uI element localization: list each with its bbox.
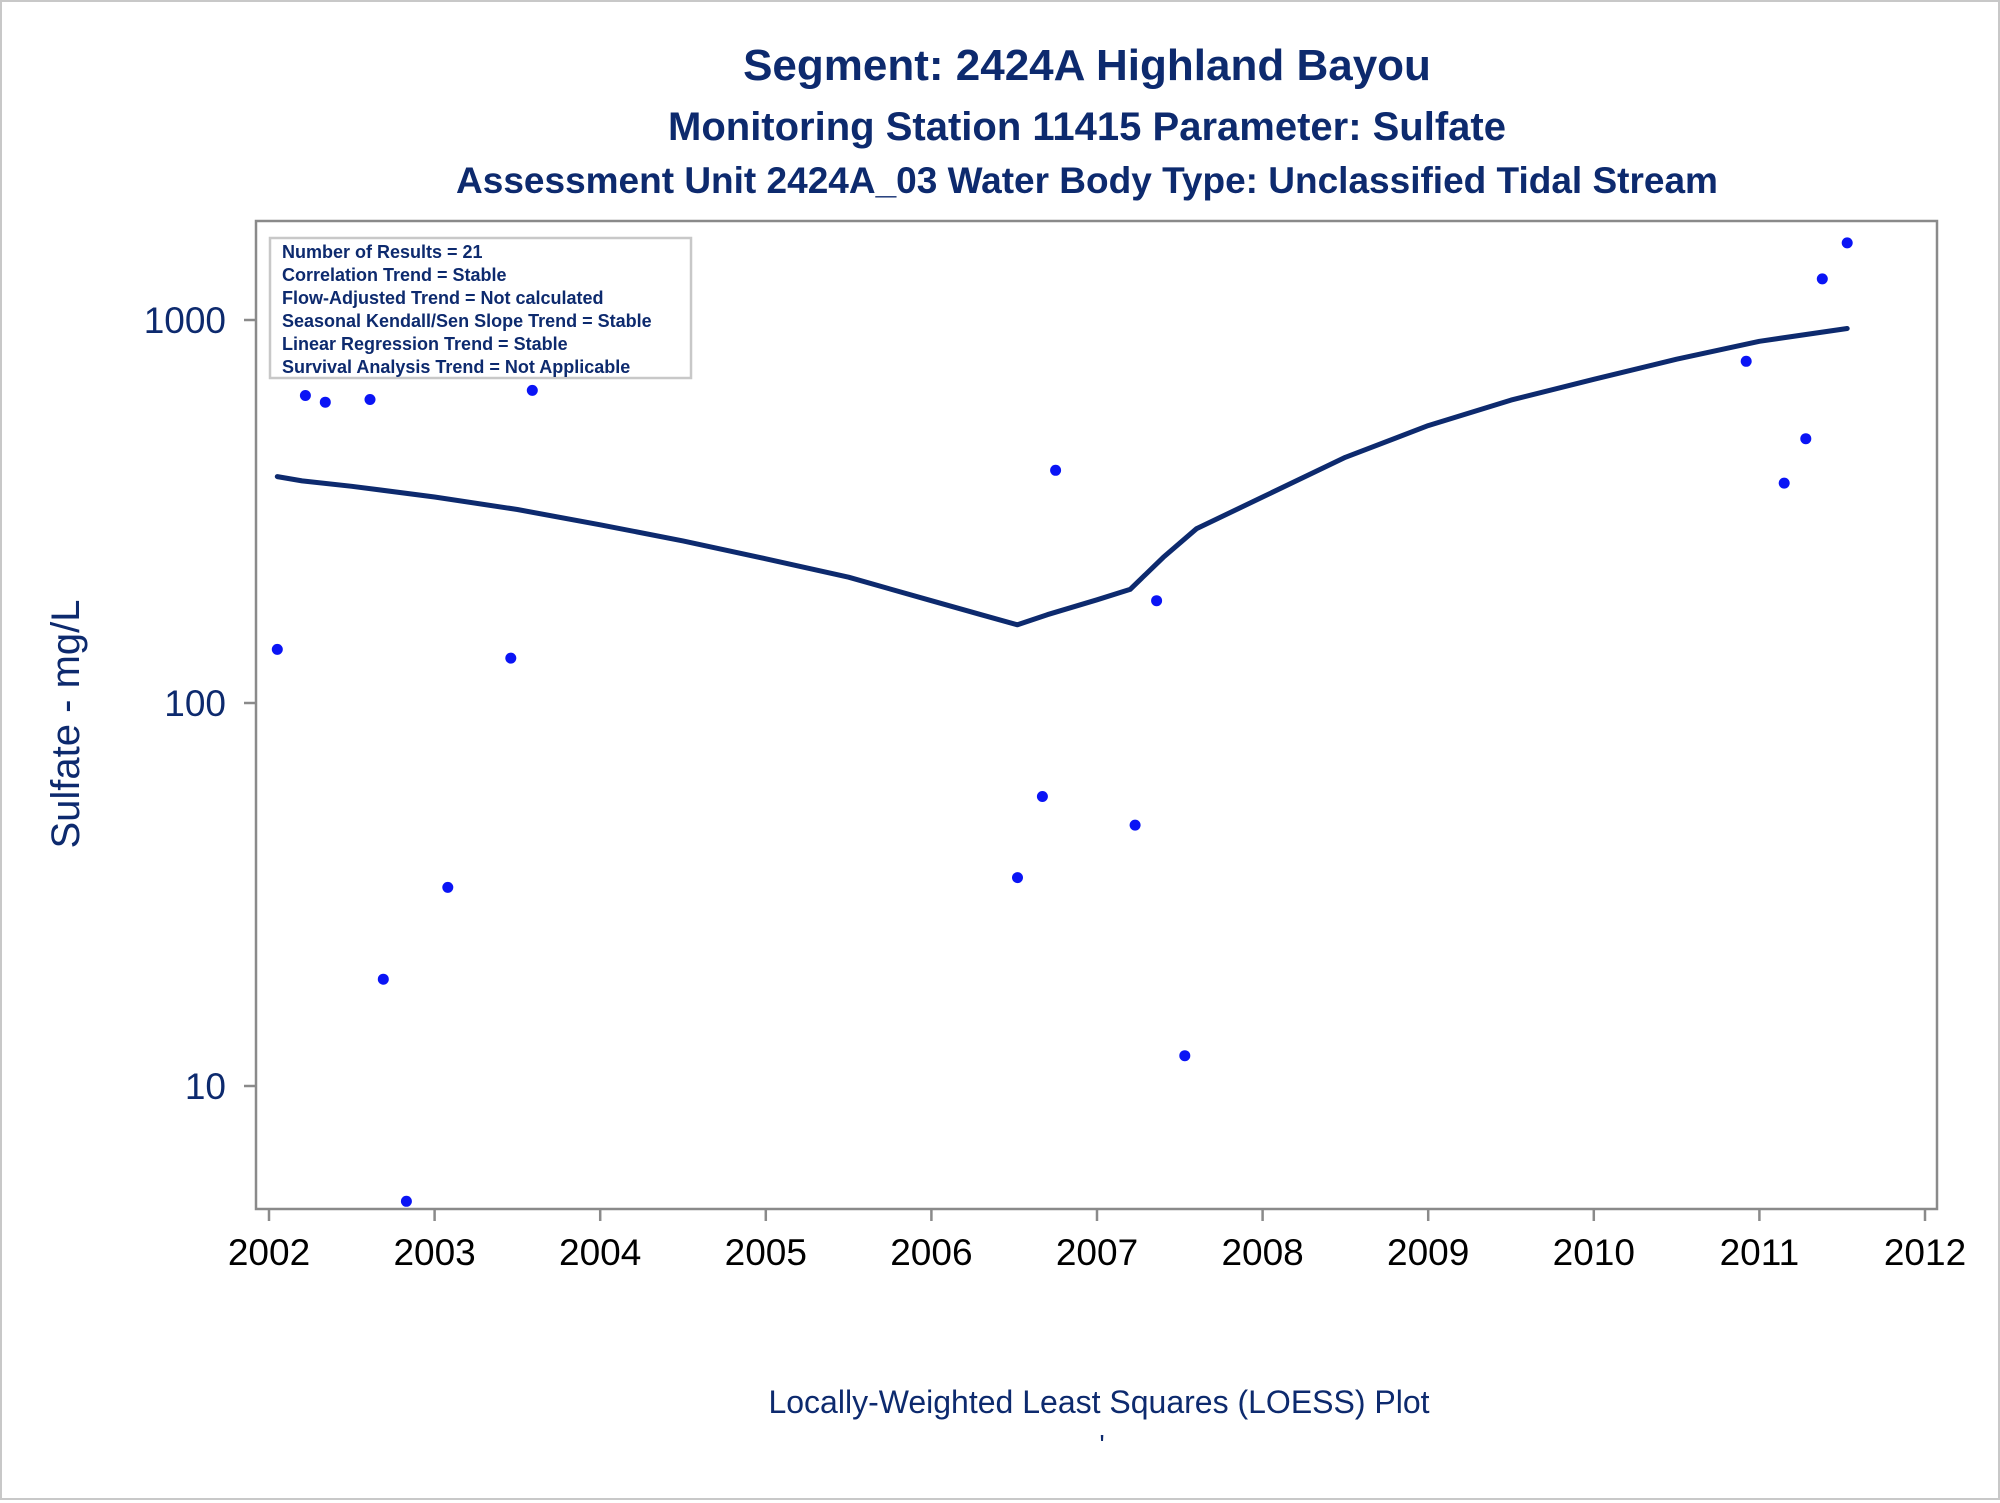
loess-line [274,326,1850,628]
data-point [1740,355,1752,367]
data-point [1841,237,1853,249]
y-tick-label: 100 [164,683,226,724]
x-tick-label: 2008 [1221,1232,1303,1273]
x-tick-label: 2003 [393,1232,475,1273]
data-point [377,973,389,985]
x-tick-label: 2011 [1720,1232,1800,1273]
data-point [1800,433,1812,445]
x-tick-label: 2009 [1387,1232,1469,1273]
stats-line-survival-analysis: Survival Analysis Trend = Not Applicable [282,357,630,377]
data-point [505,652,517,664]
x-tick-label: 2010 [1553,1232,1635,1273]
x-tick-label: 2007 [1056,1232,1138,1273]
chart-subtitle-1: Monitoring Station 11415 Parameter: Sulf… [668,105,1506,149]
stats-line-results: Number of Results = 21 [282,242,483,262]
loess-layer [274,326,1850,628]
points-layer [271,237,1853,1207]
data-point [299,390,311,401]
stats-line-seasonal-kendall: Seasonal Kendall/Sen Slope Trend = Stabl… [282,311,652,331]
data-point [1816,273,1828,285]
x-tick-label: 2005 [725,1232,807,1273]
stats-line-flow-adjusted: Flow-Adjusted Trend = Not calculated [282,288,604,308]
chart-title: Segment: 2424A Highland Bayou [743,41,1431,90]
data-point [1012,872,1023,884]
chart-subtitle-2: Assessment Unit 2424A_03 Water Body Type… [456,160,1718,201]
data-point [1036,791,1048,802]
chart-footnote-mark: ' [1099,1429,1104,1460]
data-point [1050,464,1062,476]
data-point [526,384,538,396]
data-point [1179,1050,1191,1062]
x-tick-label: 2012 [1884,1232,1966,1273]
y-axis: 10 100 1000 [144,300,256,1107]
chart-footnote: Locally-Weighted Least Squares (LOESS) P… [768,1384,1429,1420]
data-point [1778,477,1790,489]
y-axis-label: Sulfate - mg/L [44,599,88,848]
x-tick-label: 2002 [228,1232,310,1273]
data-point [319,396,331,408]
data-point [364,394,376,405]
stats-box: Number of Results = 21 Correlation Trend… [268,236,693,380]
plot-area [254,219,1939,1211]
data-point [442,881,454,893]
x-axis: 2002 2003 2004 2005 2006 2007 2008 2009 2010 2011… [228,1209,1966,1273]
data-point [1151,595,1163,607]
data-point [400,1195,412,1207]
y-tick-label: 10 [185,1066,226,1107]
x-tick-label: 2004 [559,1232,641,1273]
x-tick-label: 2006 [890,1232,972,1273]
data-point [1129,819,1141,831]
data-point [271,643,283,655]
stats-box-border [268,236,693,380]
stats-line-correlation: Correlation Trend = Stable [282,265,507,285]
y-tick-label: 1000 [144,300,226,341]
stats-line-linear-regression: Linear Regression Trend = Stable [282,334,568,354]
